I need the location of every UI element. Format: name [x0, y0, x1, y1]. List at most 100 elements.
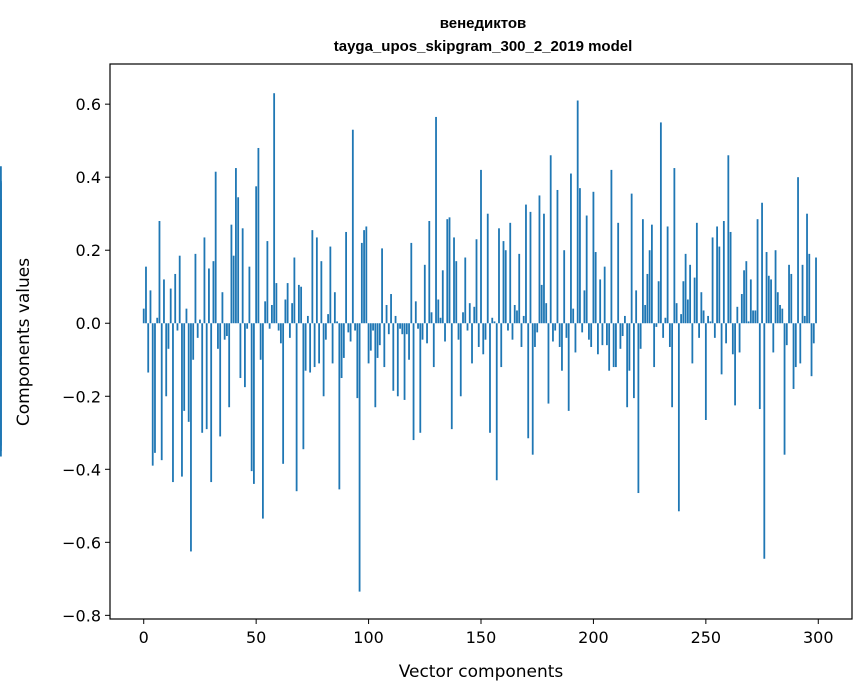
bar — [693, 277, 696, 324]
bar — [183, 323, 186, 411]
bar — [637, 323, 640, 494]
y-tick-label: 0.0 — [76, 314, 101, 333]
bar — [172, 323, 174, 483]
bar — [223, 323, 226, 340]
bar — [282, 323, 285, 464]
bar — [772, 323, 775, 353]
bar — [590, 323, 593, 347]
bar — [594, 252, 597, 324]
bar — [315, 237, 318, 324]
bar — [237, 197, 240, 324]
bar — [147, 323, 150, 373]
bar — [545, 303, 548, 324]
bar — [745, 261, 748, 324]
x-tick-label: 250 — [691, 628, 722, 647]
bar — [686, 299, 689, 324]
bar — [466, 323, 469, 331]
bar — [790, 273, 793, 324]
bar — [270, 304, 273, 324]
bar — [792, 323, 795, 389]
bar — [347, 323, 350, 333]
bar — [500, 323, 503, 368]
bar — [785, 323, 788, 346]
bar — [349, 323, 352, 342]
bar — [387, 323, 390, 335]
bar — [365, 226, 368, 324]
bar — [284, 299, 287, 324]
bar — [300, 286, 303, 324]
bar — [446, 219, 449, 324]
bar — [480, 169, 482, 324]
bar — [794, 323, 797, 368]
bar — [342, 323, 345, 358]
bar — [779, 304, 781, 324]
bar — [808, 253, 811, 324]
bar — [226, 323, 228, 337]
bar — [680, 314, 683, 324]
bar — [311, 230, 314, 324]
bar — [437, 299, 440, 324]
bar — [351, 129, 354, 324]
bar — [556, 189, 559, 324]
bar — [160, 323, 163, 461]
bar — [538, 195, 541, 324]
bar — [156, 317, 159, 324]
bar — [428, 221, 431, 324]
bar — [597, 323, 599, 355]
bar — [0, 199, 2, 324]
bar — [149, 290, 152, 324]
bar — [799, 323, 802, 364]
bar — [151, 323, 154, 466]
bar — [552, 323, 554, 342]
bar — [738, 323, 741, 353]
bar — [306, 315, 309, 324]
bar — [185, 308, 188, 324]
bar — [473, 306, 476, 324]
bar — [599, 279, 602, 324]
bar — [734, 323, 736, 406]
bar — [176, 323, 179, 331]
bar — [529, 211, 532, 324]
bar — [448, 217, 451, 324]
bar — [477, 323, 480, 347]
bar — [776, 292, 779, 324]
bar — [695, 222, 698, 324]
bar — [675, 303, 678, 324]
bar — [612, 323, 615, 368]
bar — [471, 323, 473, 364]
bar — [565, 323, 568, 338]
bar — [369, 323, 372, 351]
bar — [702, 310, 705, 324]
x-tick-label: 0 — [139, 628, 149, 647]
bar — [561, 323, 563, 371]
bar — [765, 252, 768, 324]
bar — [626, 323, 629, 408]
bar — [475, 239, 478, 324]
bar — [264, 301, 267, 324]
bar — [192, 323, 195, 360]
bar — [273, 93, 276, 324]
bar — [167, 323, 170, 349]
bar — [214, 171, 217, 324]
bar — [504, 250, 507, 324]
bar — [241, 228, 244, 324]
bar — [655, 323, 658, 327]
bar — [536, 323, 539, 333]
bar — [624, 315, 626, 324]
bar — [491, 317, 494, 324]
bar — [408, 323, 410, 360]
bar — [657, 281, 660, 324]
bar — [588, 323, 590, 340]
bar — [205, 323, 208, 430]
bar — [194, 253, 197, 324]
bar — [378, 323, 381, 346]
bar — [340, 323, 343, 379]
x-axis-ticks: 0 50 100 150 200 250 300 — [139, 619, 834, 647]
bar — [457, 323, 460, 340]
bar — [318, 323, 321, 364]
bar — [603, 266, 606, 324]
bar — [372, 323, 374, 331]
bar — [266, 241, 269, 324]
bar — [507, 323, 509, 331]
bar — [664, 317, 667, 324]
